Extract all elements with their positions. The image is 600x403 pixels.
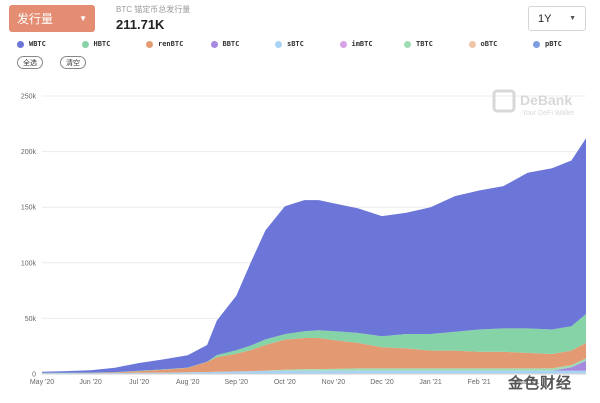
x-tick-label: Oct '20 xyxy=(274,379,296,386)
x-tick-label: Nov '20 xyxy=(322,379,346,386)
x-tick-label: Jun '20 xyxy=(79,379,101,386)
legend-item-bbtc[interactable]: BBTC xyxy=(210,38,240,50)
legend-label: renBTC xyxy=(158,40,184,48)
x-tick-label: Sep '20 xyxy=(225,379,249,386)
legend-marker-icon xyxy=(468,40,476,48)
watermark-tagline: Your DeFi Wallet xyxy=(522,110,574,117)
chevron-down-icon: ▼ xyxy=(569,15,576,22)
chart-legend: WBTC HBTC renBTC BBTC sBTC imBTC TBTC oBTC pBTC xyxy=(17,38,597,50)
legend-item-obtc[interactable]: oBTC xyxy=(468,38,498,50)
legend-item-sbtc[interactable]: sBTC xyxy=(275,38,304,50)
watermark-name: DeBank xyxy=(520,92,572,108)
legend-label: pBTC xyxy=(545,40,562,48)
legend-label: TBTC xyxy=(416,40,433,48)
legend-item-imbtc[interactable]: imBTC xyxy=(339,38,373,50)
legend-marker-icon xyxy=(81,40,89,48)
legend-marker-icon xyxy=(533,40,540,48)
legend-item-pbtc[interactable]: pBTC xyxy=(533,38,562,50)
chevron-down-icon: ▼ xyxy=(79,13,87,23)
x-tick-label: Jul '20 xyxy=(129,379,149,386)
legend-item-wbtc[interactable]: WBTC xyxy=(17,38,46,50)
legend-label: oBTC xyxy=(480,40,498,48)
time-range-select[interactable]: 1Y ▼ xyxy=(528,6,586,31)
total-supply: BTC 锚定币总发行量 211.71K xyxy=(116,5,190,34)
y-axis: 0 50k 100k 150k 200k 250k xyxy=(21,94,37,379)
y-tick-label: 200k xyxy=(21,149,37,156)
legend-label: sBTC xyxy=(287,40,304,48)
legend-item-tbtc[interactable]: TBTC xyxy=(404,38,433,50)
legend-label: HBTC xyxy=(93,40,111,48)
total-supply-value: 211.71K xyxy=(116,17,165,32)
legend-item-hbtc[interactable]: HBTC xyxy=(81,38,111,50)
y-tick-label: 0 xyxy=(32,372,36,379)
y-tick-label: 150k xyxy=(21,205,37,212)
select-all-button[interactable]: 全选 xyxy=(17,56,43,69)
stacked-areas xyxy=(42,138,586,374)
legend-label: WBTC xyxy=(29,40,46,48)
legend-marker-icon xyxy=(17,40,24,48)
legend-marker-icon xyxy=(210,40,218,48)
legend-item-renbtc[interactable]: renBTC xyxy=(146,38,183,50)
area-series-renbtc xyxy=(42,338,586,374)
legend-marker-icon xyxy=(146,40,153,48)
legend-label: BBTC xyxy=(222,40,240,48)
total-supply-label: BTC 锚定币总发行量 xyxy=(116,5,191,14)
debank-watermark: DeBank Your DeFi Wallet xyxy=(492,89,574,117)
area-series-sbtc xyxy=(42,370,586,374)
area-series-wbtc xyxy=(42,138,586,373)
y-tick-label: 50k xyxy=(25,316,37,323)
time-range-value: 1Y xyxy=(538,12,552,25)
x-tick-label: May '20 xyxy=(30,379,54,386)
legend-label: imBTC xyxy=(351,40,373,48)
corner-brand-logo: 金色财经 xyxy=(508,375,573,392)
supply-area-chart: DeBank Your DeFi Wallet 0 50k 100k 150k 200k… xyxy=(21,89,586,386)
legend-marker-icon xyxy=(275,40,282,48)
legend-marker-icon xyxy=(339,40,347,48)
metric-dropdown[interactable]: 发行量 ▼ xyxy=(9,5,95,32)
x-tick-label: Aug '20 xyxy=(176,379,200,386)
clear-button[interactable]: 清空 xyxy=(60,56,86,69)
metric-dropdown-label: 发行量 xyxy=(17,12,54,26)
x-axis: May '20 Jun '20 Jul '20 Aug '20 Sep '20 Oct '… xyxy=(30,373,586,386)
x-tick-label: Mar '21 xyxy=(516,379,539,386)
area-series-hbtc xyxy=(42,314,586,374)
y-tick-label: 250k xyxy=(21,94,37,101)
debank-logo-icon xyxy=(492,89,516,113)
x-tick-label: Feb '21 xyxy=(468,379,491,386)
x-tick-label: Jan '21 xyxy=(419,379,441,386)
area-series-tbtc xyxy=(42,358,586,374)
y-tick-label: 100k xyxy=(21,260,37,267)
legend-marker-icon xyxy=(404,40,411,48)
x-tick-label: Dec '20 xyxy=(370,379,394,386)
